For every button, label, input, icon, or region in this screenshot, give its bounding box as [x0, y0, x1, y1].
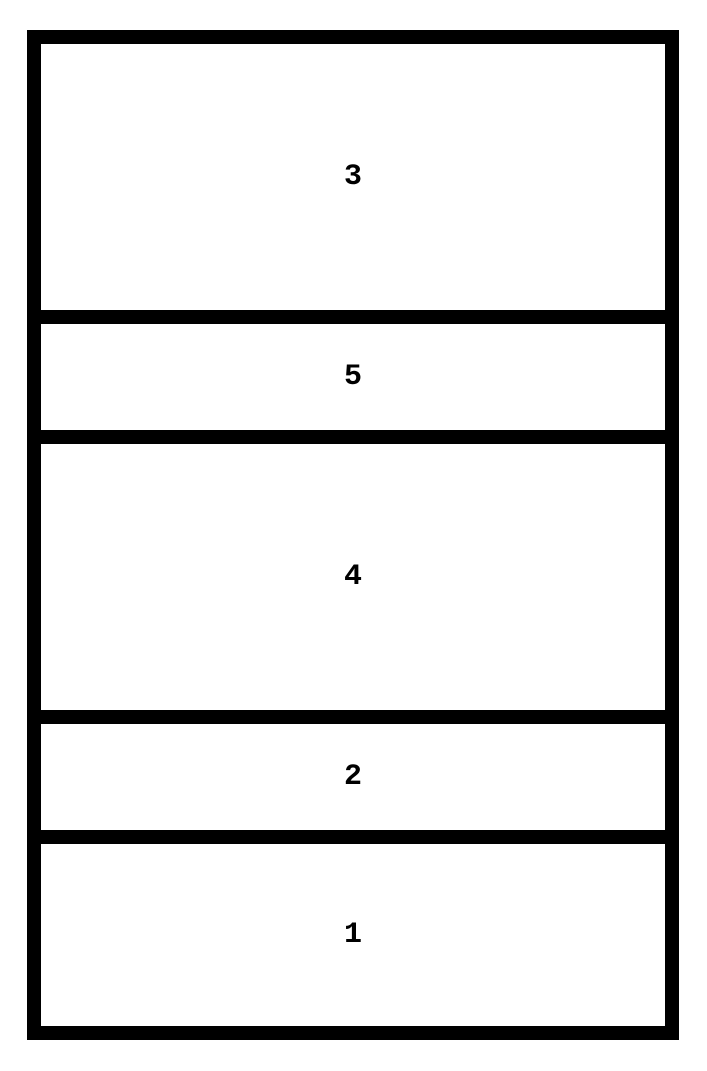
diagram-row-label: 4 — [344, 560, 362, 594]
diagram-row: 3 — [41, 44, 665, 324]
diagram-row-label: 3 — [344, 160, 362, 194]
diagram-row-label: 5 — [344, 360, 362, 394]
diagram-row: 4 — [41, 444, 665, 724]
diagram-row: 2 — [41, 724, 665, 844]
diagram-row: 1 — [41, 844, 665, 1026]
diagram-row-label: 1 — [344, 918, 362, 952]
diagram-row: 5 — [41, 324, 665, 444]
diagram-row-label: 2 — [344, 760, 362, 794]
